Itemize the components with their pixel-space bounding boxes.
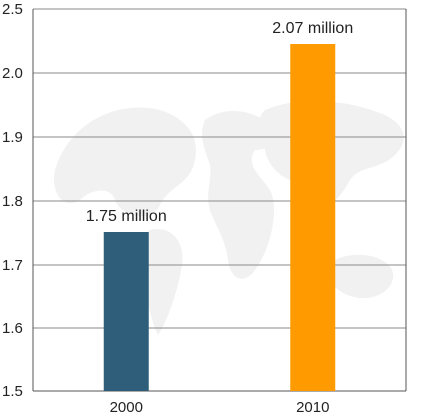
- y-tick-label: 1.6: [2, 320, 23, 337]
- y-tick-label: 2.5: [2, 1, 23, 18]
- y-tick-label: 2.0: [2, 65, 23, 82]
- x-tick-label: 2010: [296, 399, 329, 416]
- y-tick-label: 1.7: [2, 257, 23, 274]
- labels: 1.5 1.6 1.7 1.8 1.9 2.0 2.5 1.75 million 2000 2.0…: [2, 1, 353, 416]
- bar-2000: [103, 232, 149, 391]
- gridlines: [33, 8, 406, 329]
- bar-2010: [290, 44, 336, 391]
- data-label: 1.75 million: [86, 208, 167, 225]
- y-tick-label: 1.5: [2, 383, 23, 400]
- x-tick-label: 2000: [110, 399, 143, 416]
- axes: [32, 9, 407, 392]
- y-tick-label: 1.9: [2, 129, 23, 146]
- bars: [103, 44, 336, 391]
- data-label: 2.07 million: [272, 20, 353, 37]
- y-tick-label: 1.8: [2, 193, 23, 210]
